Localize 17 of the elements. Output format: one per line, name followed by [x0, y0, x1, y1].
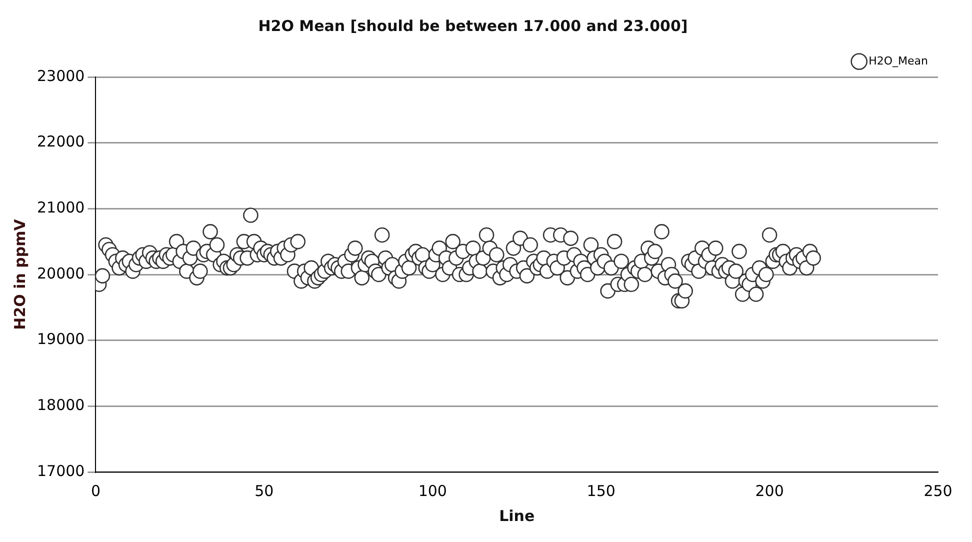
- x-tick-label: 200: [755, 482, 784, 500]
- y-axis-title: H2O in ppmV: [10, 218, 29, 330]
- y-tick-label: 20000: [37, 264, 85, 282]
- x-tick-label: 50: [254, 482, 274, 500]
- y-tick-label: 17000: [37, 462, 85, 480]
- x-axis-title: Line: [499, 506, 535, 525]
- y-tick-label: 22000: [37, 132, 85, 151]
- y-tick-label: 23000: [37, 66, 85, 85]
- y-tick-label: 21000: [37, 198, 85, 217]
- y-tick-label: 18000: [37, 396, 85, 414]
- x-tick-label: 0: [90, 482, 100, 500]
- y-tick-label: 19000: [37, 330, 85, 348]
- x-tick-label: 150: [586, 482, 616, 500]
- x-tick-label: 250: [924, 482, 952, 500]
- legend-label: H2O_Mean: [868, 54, 928, 68]
- chart-title: H2O Mean [should be between 17.000 and 23.000]: [258, 16, 688, 35]
- x-tick-label: 100: [418, 482, 447, 500]
